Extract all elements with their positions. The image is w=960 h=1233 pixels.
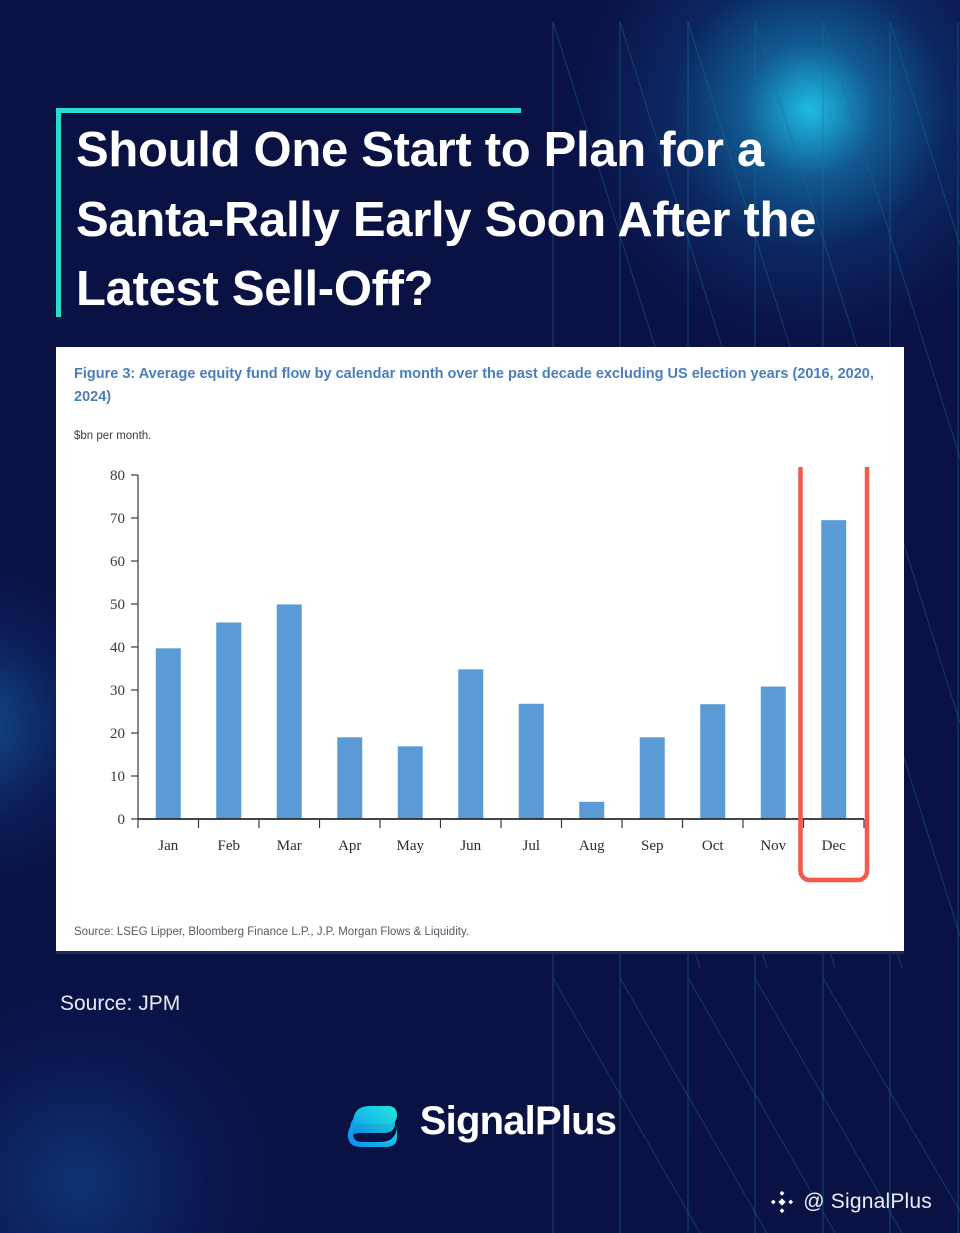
svg-text:20: 20: [110, 726, 125, 742]
x-tick-label: May: [397, 838, 425, 854]
svg-text:60: 60: [110, 554, 125, 570]
footer-watermark: @ SignalPlus: [770, 1190, 932, 1214]
bar: [821, 520, 847, 819]
signalplus-wave-icon: [347, 1106, 397, 1147]
bar-chart-svg: 0 10 20 30 40 50 60 70 80 Jan Feb Mar Apr May Jun Jul A…: [110, 467, 870, 883]
x-tick-label: Apr: [338, 838, 361, 854]
x-tick-label: Oct: [702, 838, 724, 854]
svg-text:30: 30: [110, 683, 125, 699]
card-bottom-rule: [56, 951, 904, 954]
bar: [579, 801, 605, 819]
brand-logo: SignalPlus: [0, 1093, 960, 1149]
title-accent-left-bar: [56, 108, 61, 317]
bar: [518, 703, 544, 819]
footer-handle-text: @ SignalPlus: [803, 1190, 932, 1213]
bar: [760, 686, 786, 819]
title-block: Should One Start to Plan for a Santa-Ral…: [56, 108, 846, 325]
bar: [458, 669, 484, 819]
page-title: Should One Start to Plan for a Santa-Ral…: [76, 123, 817, 317]
bar: [700, 704, 726, 819]
x-axis: Jan Feb Mar Apr May Jun Jul Aug Sep Oct Nov Dec: [137, 818, 865, 854]
x-tick-label: Jan: [158, 838, 178, 854]
title-accent-top-bar: [56, 108, 521, 113]
bar: [397, 746, 423, 819]
bar-series: [155, 520, 847, 819]
bar: [337, 737, 363, 819]
logo-wordmark: SignalPlus: [419, 1098, 617, 1143]
bar: [155, 648, 181, 819]
chart-card: Figure 3: Average equity fund flow by ca…: [56, 347, 904, 954]
chart-source-note: Source: LSEG Lipper, Bloomberg Finance L…: [74, 926, 470, 938]
bar-chart-plot: 0 10 20 30 40 50 60 70 80 Jan Feb Mar Apr May Jun Jul A…: [56, 467, 904, 887]
svg-text:40: 40: [110, 640, 125, 656]
svg-text:0: 0: [118, 812, 126, 828]
x-tick-label: Aug: [579, 838, 605, 854]
x-tick-label: Jun: [460, 838, 481, 854]
x-tick-label: Feb: [218, 838, 241, 854]
svg-text:50: 50: [110, 597, 125, 613]
x-tick-label: Nov: [760, 838, 786, 854]
highlight-box: [798, 467, 870, 883]
y-axis: 0 10 20 30 40 50 60 70 80: [110, 468, 139, 828]
svg-text:80: 80: [110, 468, 125, 484]
x-tick-label: Sep: [641, 838, 664, 854]
x-tick-label: Mar: [277, 838, 302, 854]
figure-unit-label: $bn per month.: [74, 430, 152, 442]
x-tick-label: Dec: [822, 838, 846, 854]
december-highlight-box: [798, 467, 870, 883]
bar: [639, 737, 665, 819]
figure-title: Figure 3: Average equity fund flow by ca…: [74, 366, 874, 406]
source-attribution: Source: JPM: [60, 992, 181, 1015]
bar: [276, 604, 302, 819]
binance-diamond-icon: [771, 1190, 794, 1214]
x-tick-label: Jul: [522, 838, 540, 854]
svg-text:10: 10: [110, 769, 125, 785]
svg-text:70: 70: [110, 511, 125, 527]
bar: [216, 622, 242, 819]
